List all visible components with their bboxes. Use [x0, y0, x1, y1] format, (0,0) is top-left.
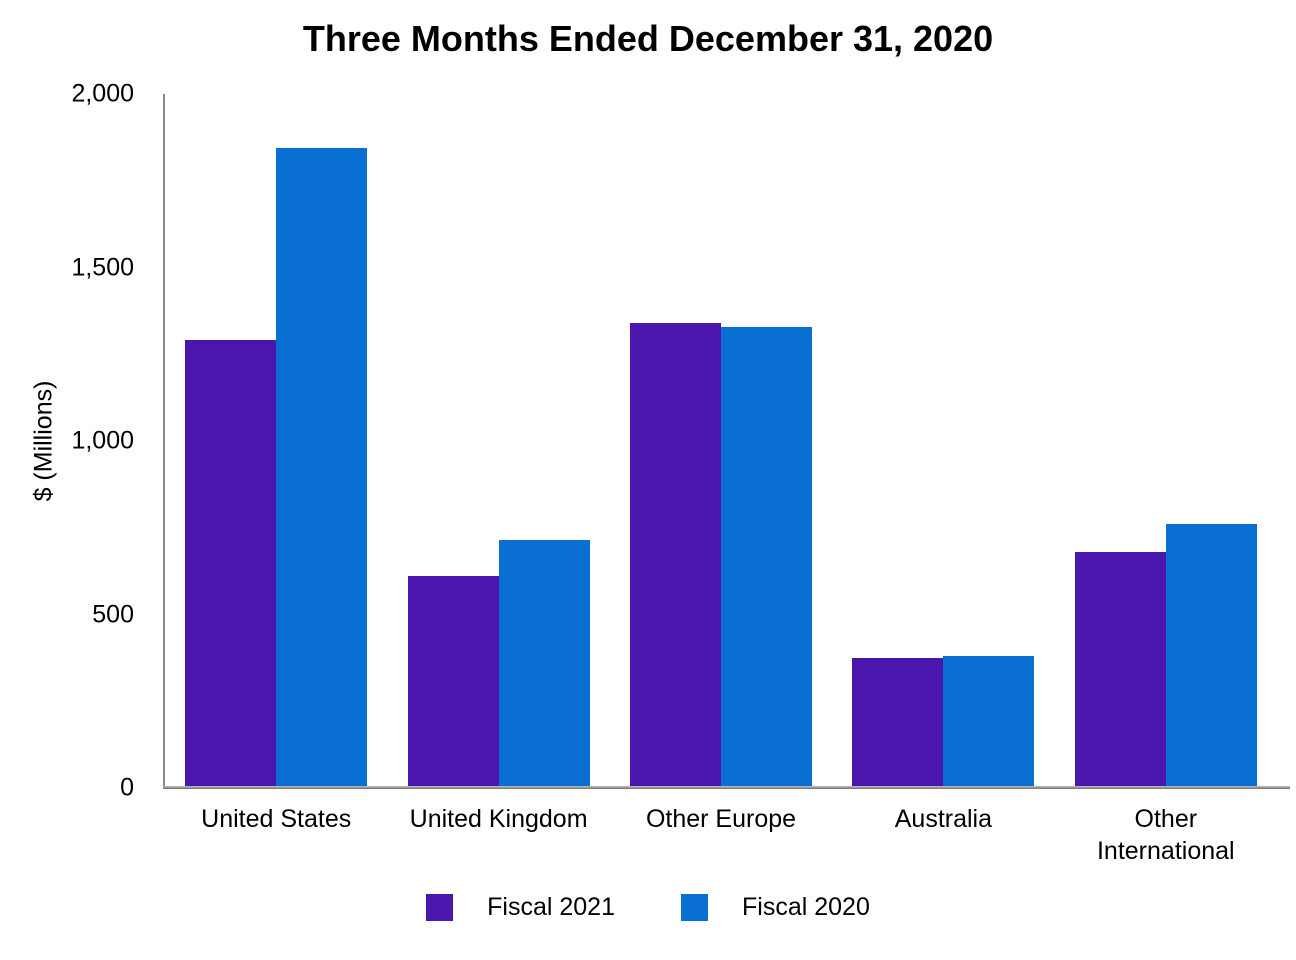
x-label-other-europe: Other Europe — [645, 805, 797, 833]
legend-label-fiscal-2020: Fiscal 2020 — [742, 893, 870, 921]
bar-fiscal-2021-united-states — [185, 340, 277, 788]
legend-swatch-fiscal-2021 — [426, 894, 454, 921]
bar-fiscal-2021-australia — [852, 657, 944, 788]
legend-item-fiscal-2020: Fiscal 2020 — [681, 893, 870, 922]
legend-item-fiscal-2021: Fiscal 2021 — [426, 893, 615, 922]
y-tick-label-1000: 1,000 — [71, 426, 134, 455]
bar-fiscal-2020-united-kingdom — [498, 539, 590, 788]
bar-fiscal-2021-other-international — [1074, 552, 1166, 788]
y-tick-label-500: 500 — [92, 600, 134, 628]
legend: Fiscal 2021 Fiscal 2020 — [0, 893, 1296, 922]
x-label-other-international: Other International — [1096, 805, 1235, 865]
bar-fiscal-2020-united-states — [276, 147, 368, 788]
bar-fiscal-2021-united-kingdom — [407, 576, 499, 788]
y-tick-label-0: 0 — [120, 773, 134, 802]
plot-area — [163, 94, 1277, 788]
bar-fiscal-2020-other-europe — [721, 326, 812, 788]
legend-swatch-fiscal-2020 — [681, 894, 708, 921]
chart-title: Three Months Ended December 31, 2020 — [302, 18, 994, 59]
y-tick-label-2000: 2,000 — [71, 79, 134, 108]
legend-label-fiscal-2021: Fiscal 2021 — [487, 893, 615, 921]
bar-fiscal-2020-other-international — [1165, 524, 1257, 788]
x-label-australia: Australia — [894, 805, 993, 833]
x-label-united-kingdom: United Kingdom — [409, 805, 588, 833]
y-tick-label-1500: 1,500 — [71, 253, 134, 281]
x-label-united-states: United States — [201, 805, 352, 833]
bar-fiscal-2021-other-europe — [630, 323, 721, 788]
x-axis-line — [163, 786, 1290, 789]
bar-fiscal-2020-australia — [943, 656, 1035, 788]
